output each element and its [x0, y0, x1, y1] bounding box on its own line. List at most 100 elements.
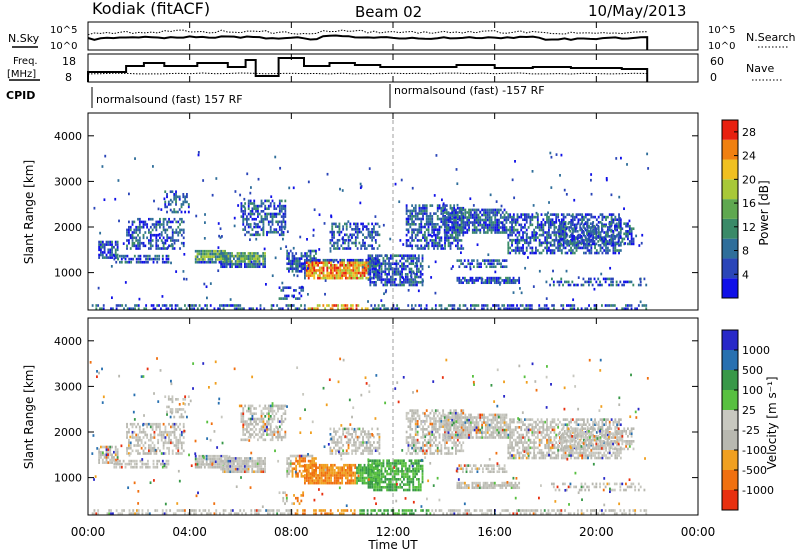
range-gate-cell: [131, 436, 134, 439]
range-gate-cell: [335, 481, 338, 485]
range-gate-cell: [198, 463, 201, 466]
range-gate-cell: [589, 230, 592, 233]
range-gate-cell: [315, 258, 318, 262]
range-gate-cell: [367, 244, 370, 248]
range-gate-cell: [608, 277, 611, 281]
range-gate-cell: [135, 231, 138, 234]
range-gate-cell: [492, 265, 495, 269]
range-gate-cell: [416, 228, 419, 232]
range-gate-cell: [512, 304, 515, 307]
range-gate-cell: [583, 246, 585, 250]
range-gate-cell: [374, 307, 376, 311]
range-gate-cell: [288, 270, 290, 273]
range-gate-cell: [339, 276, 342, 280]
range-gate-cell: [551, 223, 554, 227]
range-gate-cell: [142, 225, 145, 229]
range-gate-cell: [516, 241, 519, 245]
range-gate-cell: [608, 222, 611, 226]
range-gate-cell: [568, 235, 571, 239]
range-gate-cell: [501, 265, 504, 269]
range-gate-cell: [524, 218, 526, 222]
range-gate-cell: [246, 420, 248, 423]
range-gate-cell: [246, 425, 248, 429]
range-gate-cell: [341, 264, 344, 267]
range-gate-cell: [573, 227, 575, 231]
range-gate-cell: [242, 220, 245, 224]
range-gate-cell: [202, 252, 204, 256]
range-gate-cell: [514, 160, 516, 163]
range-gate-cell: [313, 258, 316, 262]
range-gate-cell: [345, 481, 347, 485]
range-gate-cell: [376, 261, 379, 265]
range-gate-cell: [440, 206, 443, 210]
range-gate-cell: [291, 262, 294, 266]
range-gate-cell: [487, 259, 490, 262]
range-gate-cell: [354, 228, 357, 231]
range-gate-cell: [247, 435, 250, 439]
range-gate-cell: [442, 223, 445, 226]
range-gate-cell: [202, 255, 204, 259]
range-gate-cell: [180, 205, 183, 209]
range-gate-cell: [165, 254, 168, 258]
range-gate-cell: [153, 436, 156, 439]
range-gate-cell: [288, 469, 290, 473]
range-gate-cell: [471, 213, 474, 217]
range-gate-cell: [343, 274, 345, 277]
range-gate-cell: [516, 304, 518, 307]
range-gate-cell: [364, 225, 366, 228]
range-gate-cell: [135, 436, 138, 439]
range-gate-cell: [317, 264, 319, 267]
range-gate-cell: [354, 269, 357, 272]
range-gate-cell: [418, 239, 421, 242]
range-gate-cell: [507, 251, 510, 255]
range-gate-cell: [324, 292, 326, 296]
y-tick-label: 2000: [54, 221, 82, 234]
range-gate-cell: [141, 462, 144, 466]
range-gate-cell: [355, 307, 358, 311]
range-gate-cell: [135, 228, 138, 232]
range-gate-cell: [338, 441, 341, 444]
range-gate-cell: [512, 276, 515, 280]
range-gate-cell: [144, 441, 147, 445]
range-gate-cell: [591, 237, 594, 241]
range-gate-cell: [173, 217, 176, 221]
range-gate-cell: [464, 216, 467, 219]
range-gate-cell: [115, 304, 118, 307]
range-gate-cell: [269, 204, 272, 208]
range-gate-cell: [614, 224, 616, 228]
range-gate-cell: [563, 188, 566, 192]
range-gate-cell: [551, 231, 554, 234]
range-gate-cell: [293, 454, 296, 458]
range-gate-cell: [532, 204, 535, 207]
range-gate-cell: [612, 244, 615, 247]
range-gate-cell: [338, 452, 341, 455]
range-gate-cell: [358, 446, 361, 450]
range-gate-cell: [475, 226, 478, 229]
range-gate-cell: [588, 235, 590, 238]
range-gate-cell: [317, 476, 319, 480]
range-gate-cell: [434, 260, 437, 264]
range-gate-cell: [354, 474, 357, 477]
range-gate-cell: [322, 258, 325, 262]
nsky-trace: [87, 34, 649, 50]
range-gate-cell: [420, 217, 423, 221]
range-gate-cell: [402, 243, 405, 246]
range-gate-cell: [330, 214, 333, 218]
range-gate-cell: [166, 233, 169, 237]
range-gate-cell: [449, 244, 452, 248]
range-gate-cell: [431, 244, 434, 248]
range-gate-cell: [164, 430, 167, 434]
range-gate-cell: [159, 449, 161, 453]
range-gate-cell: [453, 231, 456, 234]
range-gate-cell: [148, 449, 150, 453]
range-gate-cell: [505, 231, 508, 234]
range-gate-cell: [300, 294, 303, 298]
range-gate-cell: [255, 204, 257, 208]
range-gate-cell: [220, 257, 223, 261]
range-gate-cell: [473, 281, 476, 285]
range-gate-cell: [229, 459, 232, 463]
range-gate-cell: [142, 236, 145, 240]
range-gate-cell: [254, 257, 257, 261]
range-gate-cell: [417, 254, 420, 258]
